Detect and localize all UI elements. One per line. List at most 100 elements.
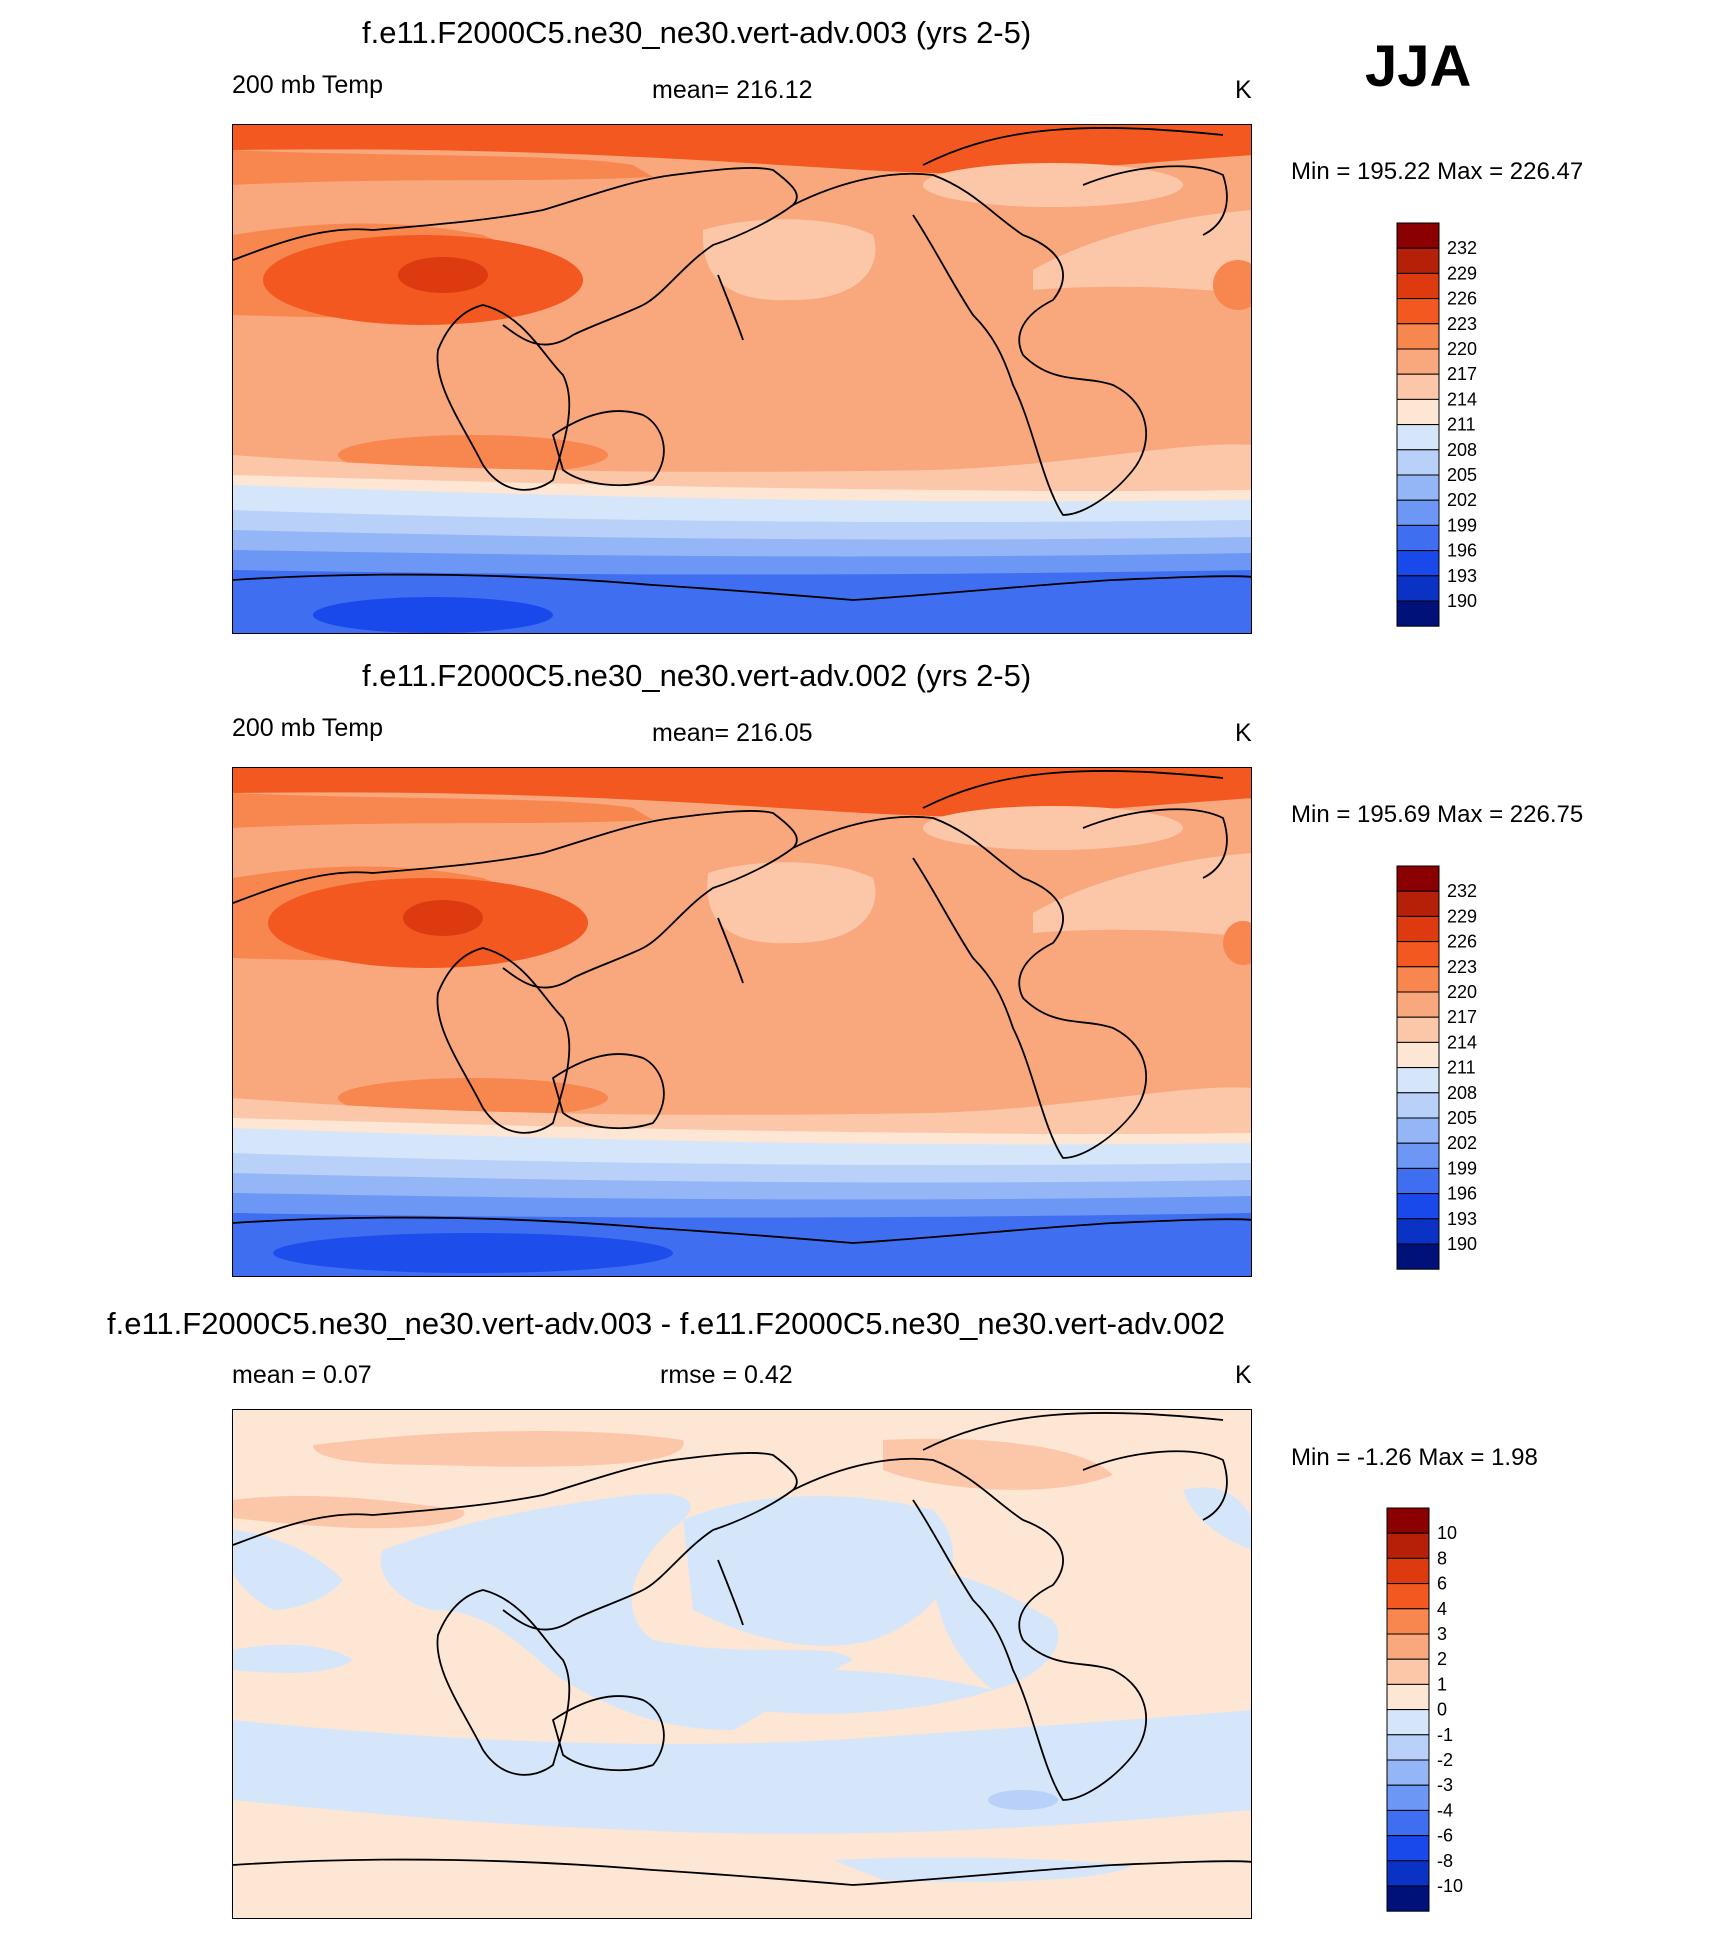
- panel-2-colorbar-tick-label: 223: [1447, 957, 1477, 977]
- panel-3-map: [232, 1409, 1252, 1919]
- panel-2-colorbar-tick-label: 214: [1447, 1032, 1477, 1052]
- panel-3-colorbar-swatch: [1386, 1608, 1430, 1635]
- panel-3-colorbar-tick-label: 0: [1437, 1700, 1447, 1720]
- panel-1-units: K: [1235, 76, 1252, 104]
- panel-2-colorbar-swatch: [1396, 915, 1440, 943]
- panel-2-colorbar-tick-label: 232: [1447, 881, 1477, 901]
- panel-3-colorbar-tick-label: -4: [1437, 1800, 1453, 1820]
- panel-2-colorbar-tick-label: 190: [1447, 1234, 1477, 1254]
- panel-1-colorbar-swatch: [1396, 550, 1440, 577]
- panel-3-minmax: Min = -1.26 Max = 1.98: [1291, 1444, 1538, 1471]
- panel-3-colorbar-swatch: [1386, 1885, 1430, 1912]
- panel-1-colorbar-tick-label: 202: [1447, 490, 1477, 510]
- panel-2-colorbar-swatch: [1396, 890, 1440, 917]
- panel-2-colorbar-tick-label: 211: [1447, 1058, 1476, 1078]
- panel-2-colorbar-tick-label: 202: [1447, 1133, 1477, 1153]
- panel-1-title: f.e11.F2000C5.ne30_ne30.vert-adv.003 (yr…: [362, 15, 1032, 50]
- panel-3-colorbar-tick-label: -3: [1437, 1775, 1453, 1795]
- panel-2-colorbar-swatch: [1396, 991, 1440, 1018]
- panel-2-colorbar-swatch: [1396, 1041, 1440, 1069]
- panel-1-colorbar-tick-label: 208: [1447, 440, 1477, 460]
- panel-1-colorbar-tick-label: 217: [1447, 364, 1477, 384]
- panel-2-colorbar-tick-label: 208: [1447, 1083, 1477, 1103]
- panel-3-colorbar-swatch: [1386, 1683, 1430, 1711]
- panel-2-colorbar-tick-label: 199: [1447, 1158, 1477, 1178]
- panel-2-colorbar-swatch: [1396, 1218, 1440, 1245]
- panel-3-rmse-label: rmse = 0.42: [660, 1361, 793, 1389]
- panel-3-colorbar-swatch: [1386, 1809, 1430, 1837]
- panel-1-colorbar-tick-label: 214: [1447, 389, 1477, 409]
- panel-2-colorbar-swatch: [1396, 1243, 1440, 1270]
- panel-1-colorbar-tick-label: 220: [1447, 339, 1477, 359]
- panel-3-colorbar: 10 8 6 4 3 2 1 0 -1 -2 -3 -4 -6 -8 -10: [1386, 1507, 1527, 1912]
- panel-1-colorbar-swatch: [1396, 272, 1440, 300]
- panel-1-colorbar-swatch: [1396, 323, 1440, 350]
- panel-2-minmax: Min = 195.69 Max = 226.75: [1291, 801, 1584, 828]
- panel-3-colorbar-tick-label: -10: [1437, 1876, 1463, 1896]
- panel-2-colorbar-swatch: [1396, 1092, 1440, 1119]
- panel-3-colorbar-tick-label: 6: [1437, 1574, 1447, 1594]
- panel-1-colorbar-swatch: [1396, 348, 1440, 375]
- panel-3-colorbar-swatch: [1386, 1532, 1430, 1559]
- panel-3-colorbar-swatch: [1386, 1860, 1430, 1887]
- panel-3-colorbar-tick-label: -1: [1437, 1725, 1453, 1745]
- panel-3-colorbar-tick-label: 4: [1437, 1599, 1447, 1619]
- panel-2-colorbar-swatch: [1396, 1193, 1440, 1220]
- panel-1-colorbar-swatch: [1396, 398, 1440, 426]
- panel-1-colorbar-tick-label: 229: [1447, 263, 1477, 283]
- panel-1-mean-label: mean= 216.12: [652, 76, 813, 104]
- panel-3-colorbar-swatch: [1386, 1658, 1430, 1685]
- panel-1-minmax: Min = 195.22 Max = 226.47: [1291, 158, 1584, 185]
- panel-1-colorbar-swatch: [1396, 247, 1440, 274]
- panel-3-colorbar-tick-label: 8: [1437, 1548, 1447, 1568]
- panel-1-colorbar-swatch: [1396, 373, 1440, 400]
- panel-3-colorbar-swatch: [1386, 1507, 1430, 1534]
- panel-3-colorbar-swatch: [1386, 1835, 1430, 1862]
- panel-3-colorbar-tick-label: -8: [1437, 1851, 1453, 1871]
- panel-3-colorbar-tick-label: 2: [1437, 1649, 1447, 1669]
- panel-2-colorbar-swatch: [1396, 865, 1440, 892]
- panel-3-colorbar-swatch: [1386, 1759, 1430, 1786]
- panel-2-mean-label: mean= 216.05: [652, 719, 813, 747]
- panel-2-units: K: [1235, 719, 1252, 747]
- panel-2-title: f.e11.F2000C5.ne30_ne30.vert-adv.002 (yr…: [362, 658, 1032, 693]
- panel-1-colorbar-tick-label: 196: [1447, 541, 1477, 561]
- panel-1-colorbar-tick-label: 223: [1447, 314, 1477, 334]
- panel-3-colorbar-swatch: [1386, 1583, 1430, 1610]
- panel-3-colorbar-swatch: [1386, 1633, 1430, 1660]
- panel-3-colorbar-swatch: [1386, 1557, 1430, 1585]
- panel-2-colorbar-swatch: [1396, 966, 1440, 993]
- panel-3-colorbar-tick-label: 10: [1437, 1523, 1457, 1543]
- panel-2-colorbar-tick-label: 205: [1447, 1108, 1477, 1128]
- panel-1-colorbar: 232 229 226 223 220 217 214 211 208 205 202 199 196 1…: [1396, 222, 1537, 627]
- panel-2-colorbar-tick-label: 217: [1447, 1007, 1477, 1027]
- panel-2-colorbar-swatch: [1396, 1067, 1440, 1094]
- panel-3-colorbar-swatch: [1386, 1784, 1430, 1811]
- panel-1-colorbar-swatch: [1396, 474, 1440, 501]
- panel-1-colorbar-tick-label: 232: [1447, 238, 1477, 258]
- panel-2-colorbar-tick-label: 229: [1447, 906, 1477, 926]
- panel-2-colorbar-tick-label: 220: [1447, 982, 1477, 1002]
- panel-3-units: K: [1235, 1361, 1252, 1389]
- panel-3-colorbar-tick-label: 1: [1437, 1674, 1447, 1694]
- panel-1-colorbar-swatch: [1396, 222, 1440, 249]
- panel-1-colorbar-swatch: [1396, 424, 1440, 451]
- season-label: JJA: [1365, 34, 1472, 99]
- panel-2-colorbar-tick-label: 193: [1447, 1209, 1477, 1229]
- panel-1-colorbar-swatch: [1396, 575, 1440, 602]
- panel-2-colorbar-tick-label: 196: [1447, 1184, 1477, 1204]
- panel-2-variable-label: 200 mb Temp: [232, 714, 384, 742]
- panel-3-colorbar-swatch: [1386, 1709, 1430, 1736]
- panel-2-colorbar-tick-label: 226: [1447, 932, 1477, 952]
- panel-2-colorbar-swatch: [1396, 1142, 1440, 1169]
- panel-1-colorbar-swatch: [1396, 449, 1440, 476]
- panel-3-colorbar-tick-label: -2: [1437, 1750, 1453, 1770]
- panel-3-colorbar-swatch: [1386, 1734, 1430, 1761]
- panel-1-colorbar-tick-label: 193: [1447, 566, 1477, 586]
- panel-2-colorbar-swatch: [1396, 1117, 1440, 1144]
- panel-2-map: [232, 767, 1252, 1277]
- panel-1-colorbar-tick-label: 226: [1447, 289, 1477, 309]
- panel-2-colorbar-swatch: [1396, 1167, 1440, 1195]
- panel-1-colorbar-tick-label: 190: [1447, 591, 1477, 611]
- panel-1-colorbar-tick-label: 211: [1447, 415, 1476, 435]
